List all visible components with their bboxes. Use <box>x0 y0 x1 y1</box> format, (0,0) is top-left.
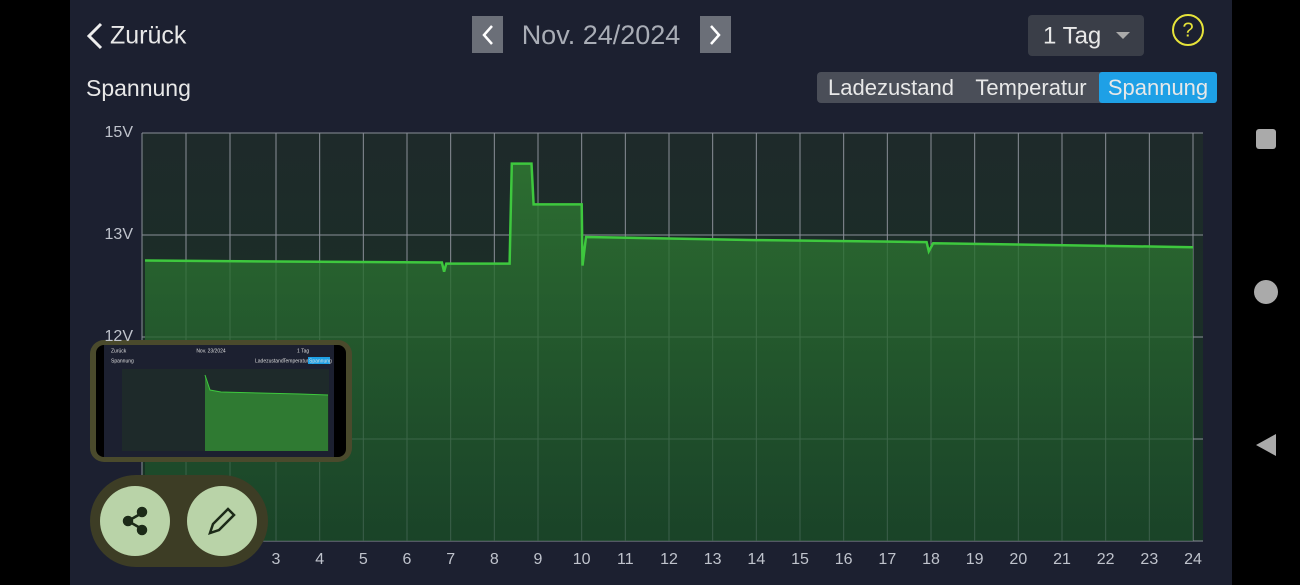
x-tick-label: 24 <box>1184 551 1202 568</box>
x-tick-label: 17 <box>878 551 896 568</box>
back-icon[interactable] <box>86 22 103 50</box>
thumb-tab: Spannung <box>309 358 332 364</box>
prev-button[interactable] <box>472 16 503 53</box>
x-tick-label: 4 <box>315 551 324 568</box>
marks <box>142 132 1203 541</box>
x-tick-label: 8 <box>490 551 499 568</box>
thumb-range: 1 Tag <box>297 348 309 354</box>
x-tick-label: 14 <box>747 551 765 568</box>
prev-icon <box>482 25 493 45</box>
x-tick-label: 12 <box>660 551 678 568</box>
x-tick-label: 15 <box>791 551 809 568</box>
thumb-tab-bg <box>308 357 330 364</box>
y-tick-label: 12V <box>105 328 134 345</box>
active-tab-bg <box>1099 72 1217 103</box>
x-tick-label: 13 <box>704 551 722 568</box>
back-button[interactable]: Zurück <box>110 22 187 50</box>
x-tick-label: 6 <box>403 551 412 568</box>
help-button[interactable] <box>1172 14 1204 46</box>
nav-home[interactable] <box>1254 280 1278 304</box>
edit-button[interactable] <box>187 486 257 556</box>
chart-title: Spannung <box>86 75 191 101</box>
date: Nov. 24/2024 <box>522 20 681 50</box>
thumb-tab: Ladezustand <box>255 358 284 364</box>
thumb-back: Zurück <box>111 348 127 354</box>
x-tick-label: 7 <box>446 551 455 568</box>
x-tick-label: 22 <box>1097 551 1115 568</box>
x-tick-label: 19 <box>966 551 984 568</box>
tab[interactable]: Temperatur <box>975 75 1086 100</box>
next-button[interactable] <box>700 16 731 53</box>
tab[interactable]: Ladezustand <box>828 75 954 100</box>
tab[interactable]: Spannung <box>1108 75 1208 100</box>
dropdown-arrow <box>1116 32 1130 39</box>
y-tick-label: 15V <box>105 124 134 141</box>
x-tick-label: 11 <box>617 551 634 568</box>
next-icon <box>710 25 721 45</box>
area <box>145 163 1193 541</box>
help-icon: ? <box>1182 19 1193 41</box>
line <box>144 162 1194 273</box>
share-button[interactable] <box>100 486 170 556</box>
thumb-date: Nov. 23/2024 <box>196 348 226 354</box>
nav-recents[interactable] <box>1256 129 1276 149</box>
x-tick-label: 16 <box>835 551 853 568</box>
thumb-title: Spannung <box>111 358 134 364</box>
x-tick-label: 23 <box>1140 551 1158 568</box>
range-label: 1 Tag <box>1043 22 1101 49</box>
x-tick-label: 21 <box>1053 551 1071 568</box>
y-tick-label: 13V <box>105 226 134 243</box>
edit-icon <box>208 507 236 535</box>
x-tick-label: 9 <box>534 551 543 568</box>
share-icon <box>122 506 148 536</box>
x-tick-label: 18 <box>922 551 940 568</box>
x-tick-label: 20 <box>1009 551 1027 568</box>
nav-back[interactable] <box>1256 434 1276 456</box>
thumb-tab: Temperatur <box>283 358 309 364</box>
thumb-line <box>204 374 329 396</box>
screenshot-thumbnail[interactable]: Zurück Nov. 23/2024 1 Tag Spannung Ladez… <box>90 340 352 462</box>
x-tick-label: 3 <box>272 551 281 568</box>
range-dropdown[interactable] <box>1028 15 1144 56</box>
x-tick-label: 10 <box>573 551 591 568</box>
x-tick-label: 5 <box>359 551 368 568</box>
